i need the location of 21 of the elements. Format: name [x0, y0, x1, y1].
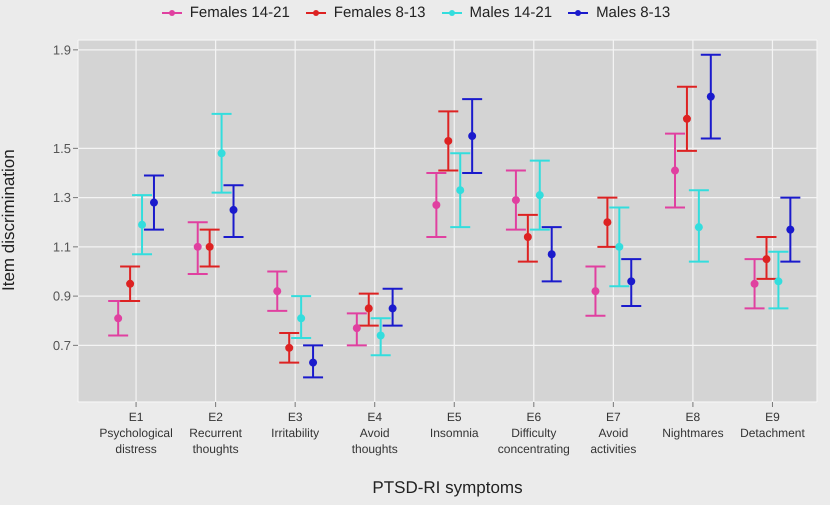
legend-label: Males 14-21: [470, 4, 552, 21]
x-tick-label: E7 Avoid activities: [590, 410, 636, 456]
legend-label: Females 14-21: [190, 4, 290, 21]
x-tick-label: E9 Detachment: [740, 410, 806, 440]
x-tick-label: E1 Psychological distress: [99, 410, 173, 456]
x-tick-label: E2 Recurrent thoughts: [189, 410, 243, 456]
legend-label: Males 8-13: [596, 4, 670, 21]
x-tick-label: E4 Avoid thoughts: [352, 410, 398, 456]
y-tick-label: 0.7: [52, 338, 71, 353]
x-axis-title: PTSD-RI symptoms: [372, 478, 523, 497]
legend-label: Females 8-13: [334, 4, 426, 21]
x-tick-label: E3 Irritability: [271, 410, 320, 440]
y-axis-title: Item discrimination: [0, 149, 18, 291]
x-tick-label: E6 Difficulty concentrating: [498, 410, 570, 456]
y-tick-label: 1.5: [52, 140, 71, 156]
y-tick-label: 1.1: [52, 239, 71, 254]
x-tick-label: E8 Nightmares: [662, 410, 724, 440]
y-tick-label: 1.3: [52, 190, 71, 206]
x-tick-label: E5 Insomnia: [430, 410, 479, 440]
y-tick-label: 0.9: [52, 288, 71, 304]
y-tick-label: 1.9: [52, 42, 71, 58]
